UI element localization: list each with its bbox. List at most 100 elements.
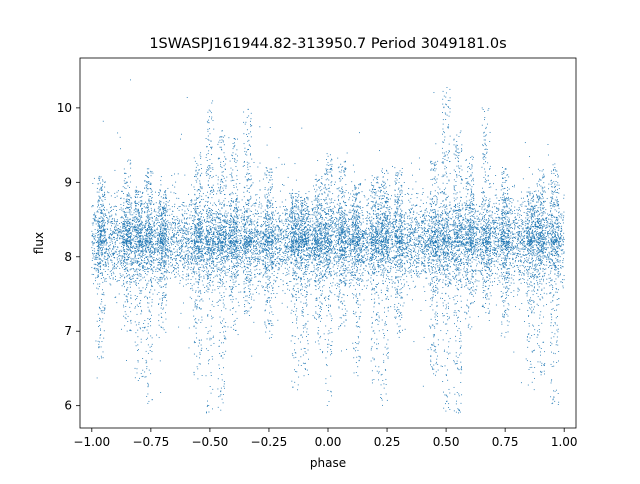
data-point [337, 233, 339, 235]
data-point [260, 216, 262, 218]
data-point [211, 261, 212, 263]
data-point [179, 246, 181, 248]
data-point [173, 223, 175, 224]
data-point [444, 273, 446, 275]
data-point [190, 266, 192, 268]
data-point [384, 227, 386, 228]
data-point [313, 234, 315, 236]
data-point [394, 255, 396, 257]
data-point [152, 223, 154, 225]
data-point [269, 249, 271, 251]
data-point [402, 263, 404, 265]
data-point [180, 312, 182, 314]
data-point [515, 236, 517, 238]
data-point [177, 223, 179, 225]
data-point [437, 258, 439, 260]
data-point [237, 231, 239, 233]
data-point [501, 275, 503, 277]
data-point [203, 271, 204, 272]
data-point [149, 254, 151, 256]
data-point [300, 243, 302, 245]
data-point [500, 218, 502, 220]
data-point [189, 240, 191, 242]
data-point [98, 244, 100, 246]
data-point [226, 213, 228, 215]
data-point [441, 223, 443, 225]
data-point [341, 281, 343, 283]
data-point [109, 254, 111, 256]
data-point [452, 216, 454, 218]
data-point [136, 271, 138, 273]
data-point [328, 261, 330, 263]
data-point [414, 228, 416, 229]
data-point [207, 236, 208, 238]
data-point [264, 230, 266, 232]
data-point [177, 220, 179, 222]
data-point [174, 255, 176, 257]
data-point [114, 275, 116, 277]
data-point [228, 201, 230, 203]
data-point [109, 233, 111, 235]
data-point [127, 217, 129, 219]
data-point [345, 219, 347, 220]
data-point [185, 232, 187, 234]
data-point [236, 274, 238, 276]
data-point [292, 212, 294, 214]
data-point [214, 229, 216, 231]
data-point [216, 243, 218, 245]
data-point [149, 214, 151, 216]
data-point [109, 216, 111, 218]
data-point [437, 288, 439, 290]
data-point [547, 247, 549, 249]
data-point [120, 222, 122, 224]
data-point [187, 232, 189, 234]
data-point [334, 284, 336, 286]
data-point [366, 280, 368, 282]
data-point [359, 239, 361, 241]
data-point [478, 238, 480, 240]
data-point [149, 223, 151, 225]
data-point [291, 229, 293, 231]
data-point [507, 224, 509, 225]
data-point [546, 264, 548, 266]
data-point [368, 253, 370, 255]
data-point [153, 262, 155, 264]
data-point [370, 260, 372, 262]
data-point [558, 227, 560, 229]
data-point [563, 279, 565, 281]
data-point [390, 225, 392, 227]
data-point [129, 232, 130, 234]
data-point [160, 269, 162, 271]
data-point [274, 296, 276, 298]
data-point [401, 253, 403, 255]
data-point [561, 235, 563, 237]
data-point [202, 229, 204, 231]
data-point [422, 192, 424, 193]
data-point [367, 256, 369, 258]
data-point [545, 218, 547, 220]
data-point [352, 230, 354, 232]
data-point [347, 218, 349, 220]
data-point [513, 290, 515, 292]
data-point [396, 261, 398, 263]
data-point [122, 250, 124, 252]
data-point [272, 267, 274, 269]
data-point [557, 276, 559, 278]
data-point [537, 296, 539, 298]
data-point [143, 255, 145, 256]
data-point [561, 213, 563, 215]
data-point [191, 285, 193, 287]
data-point [241, 215, 243, 217]
data-point [147, 206, 149, 208]
data-point [273, 261, 275, 263]
data-point [347, 247, 348, 249]
data-point [539, 206, 541, 208]
data-point [124, 225, 126, 227]
data-point [122, 264, 124, 266]
data-point [454, 190, 456, 192]
data-point [464, 252, 466, 254]
data-point [482, 232, 484, 234]
data-point [175, 241, 177, 243]
data-point [299, 257, 301, 259]
data-point [243, 247, 244, 249]
